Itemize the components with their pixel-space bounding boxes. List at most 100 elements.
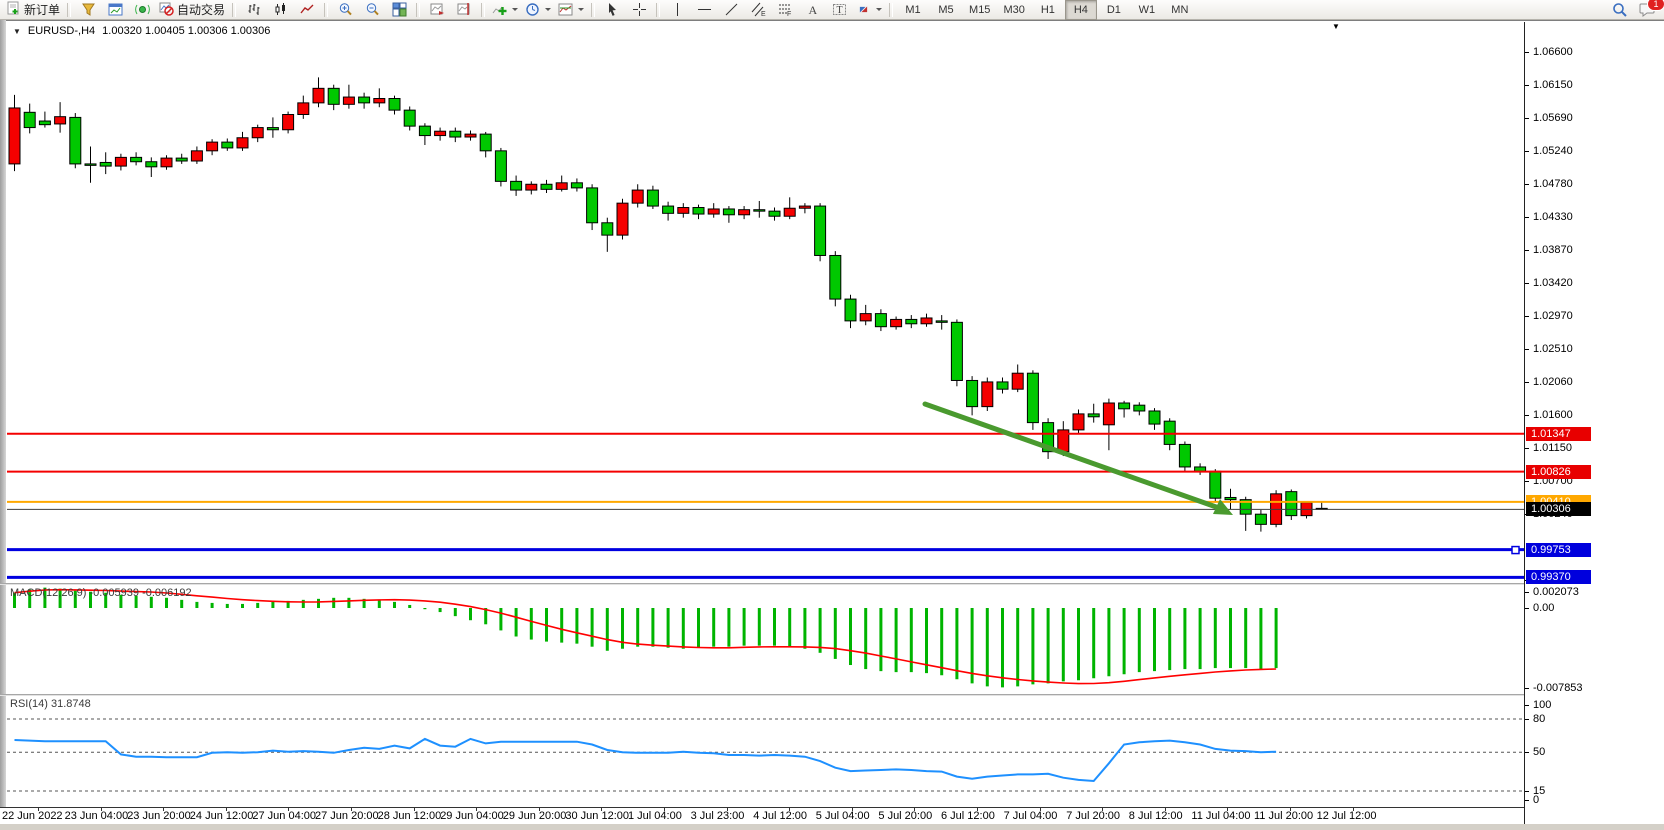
date-tick-mark: [1102, 808, 1104, 811]
scroll-to-end-marker[interactable]: ▼: [1332, 22, 1340, 31]
tf-button-h1[interactable]: H1: [1040, 3, 1055, 16]
date-label: 8 Jul 12:00: [1128, 810, 1183, 822]
tf-button-mn[interactable]: MN: [1171, 3, 1189, 16]
macd-tick-mark: [1525, 688, 1529, 689]
dropdown-caret: [876, 8, 883, 11]
date-label: 28 Jun 12:00: [377, 810, 442, 822]
tile-windows-button[interactable]: [386, 0, 412, 20]
zoom-out-button[interactable]: [359, 0, 385, 20]
rsi-tick-mark: [1525, 719, 1529, 720]
rsi-pane[interactable]: [0, 696, 1524, 806]
price-tick-mark: [1525, 415, 1529, 417]
equidistant-channel-icon: E: [751, 2, 766, 17]
date-label: 11 Jul 04:00: [1191, 810, 1251, 822]
date-tick-mark: [1227, 808, 1229, 811]
tf-button-m5[interactable]: M5: [938, 3, 954, 16]
date-label: 30 Jun 12:00: [565, 810, 630, 822]
pane-separator[interactable]: [0, 583, 1524, 585]
equidistant-channel-button[interactable]: E: [745, 0, 771, 20]
date-tick-mark: [351, 808, 352, 811]
new-order-icon: [7, 1, 21, 18]
bar-chart-button[interactable]: [240, 0, 266, 20]
price-badge: 1.01347: [1526, 426, 1591, 441]
funnel-icon: [81, 3, 95, 16]
date-tick-mark: [789, 808, 791, 811]
date-tick-mark: [601, 808, 603, 811]
rsi-tick-mark: [1525, 791, 1529, 792]
chart-shift-button[interactable]: [451, 0, 477, 20]
chart-window-button[interactable]: [102, 0, 128, 20]
rsi-indicator-label: RSI(14) 31.8748: [10, 698, 91, 710]
date-label: 1 Jul 04:00: [628, 810, 682, 822]
vertical-line-button[interactable]: [664, 0, 690, 20]
tf-button-h4[interactable]: H4: [1064, 0, 1097, 20]
tf-button-d1[interactable]: D1: [1106, 3, 1121, 16]
line-chart-button[interactable]: [294, 0, 320, 20]
bar-chart-icon: [248, 4, 260, 15]
date-label: 5 Jul 04:00: [815, 810, 870, 822]
date-label: 3 Jul 23:00: [690, 810, 745, 822]
collapse-arrow-icon[interactable]: ▼: [13, 26, 21, 36]
price-tick-mark: [1525, 84, 1529, 86]
text-button[interactable]: A: [799, 0, 825, 20]
search-icon: [1613, 2, 1627, 17]
price-tick-mark: [1525, 216, 1529, 218]
rsi-tick-label: 80: [1533, 713, 1546, 725]
dropdown-caret: [512, 8, 519, 11]
price-badge: 1.00306: [1526, 502, 1591, 517]
rsi-tick-mark: [1525, 752, 1529, 753]
price-tick-label: 1.06600: [1533, 46, 1573, 58]
macd-indicator-label: MACD(12,26,9) -0.005939 -0.006192: [10, 587, 192, 599]
chart-window-icon: [108, 3, 123, 16]
search-button[interactable]: [1607, 0, 1633, 20]
periods-button[interactable]: [522, 0, 554, 20]
pane-separator[interactable]: [0, 694, 1524, 696]
price-tick-label: 1.03420: [1533, 277, 1573, 290]
auto-trading-button[interactable]: 自动交易: [156, 0, 228, 20]
date-label: 22 Jun 2022: [2, 810, 63, 822]
tf-button-m30[interactable]: M30: [1003, 3, 1025, 16]
notification-badge: 1: [1647, 0, 1664, 11]
rsi-tick-label: 15: [1533, 785, 1546, 797]
date-tick-mark: [413, 808, 415, 811]
signal-button[interactable]: [129, 0, 155, 20]
main-chart-pane[interactable]: [0, 22, 1524, 583]
tf-button-m15[interactable]: M15: [969, 3, 991, 16]
templates-button[interactable]: [555, 0, 587, 20]
trendline-button[interactable]: [718, 0, 744, 20]
tf-button-w1[interactable]: W1: [1138, 3, 1156, 16]
date-tick-mark: [977, 808, 978, 811]
date-tick-mark: [664, 808, 665, 811]
chat-button[interactable]: 1: [1634, 0, 1664, 20]
price-axis[interactable]: 1.06600 1.06150 1.05690 1.05240 1.04780 1.043…: [1524, 22, 1664, 824]
ohlc-quote-label: 1.00320 1.00405 1.00306 1.00306: [102, 25, 271, 37]
price-tick-label: 1.02970: [1533, 309, 1573, 322]
window-border: [0, 20, 1664, 21]
svg-text:T: T: [836, 5, 842, 16]
chart-quote-header[interactable]: ▼ EURUSD-,H4 1.00320 1.00405 1.00306 1.0…: [13, 25, 270, 37]
zoom-in-button[interactable]: [332, 0, 358, 20]
horizontal-line-button[interactable]: [691, 0, 717, 20]
date-label: 11 Jul 20:00: [1254, 810, 1314, 822]
dropdown-caret: [545, 8, 552, 11]
fibonacci-button[interactable]: F: [772, 0, 798, 20]
date-tick-mark: [726, 808, 728, 811]
indicators-button[interactable]: [489, 0, 521, 20]
price-tick-mark: [1525, 283, 1529, 285]
tf-button-m1[interactable]: M1: [905, 3, 921, 16]
cursor-button[interactable]: [599, 0, 625, 20]
crosshair-button[interactable]: [626, 0, 652, 20]
arrows-button[interactable]: [853, 0, 885, 20]
rsi-tick-mark: [1525, 705, 1529, 706]
new-order-label: 新订单: [24, 3, 61, 17]
funnel-button[interactable]: [75, 0, 101, 20]
macd-pane[interactable]: [0, 585, 1524, 694]
text-label-button[interactable]: T: [826, 0, 852, 20]
auto-scroll-button[interactable]: [424, 0, 450, 20]
new-order-button[interactable]: 新订单: [4, 0, 63, 20]
arrows-icon: [859, 6, 868, 13]
price-tick-mark: [1525, 349, 1529, 351]
candlestick-chart-button[interactable]: [267, 0, 293, 20]
date-axis[interactable]: 22 Jun 2022 23 Jun 04:00 23 Jun 20:00 24 Ju…: [0, 807, 1524, 825]
zoom-in-icon: [339, 3, 352, 16]
